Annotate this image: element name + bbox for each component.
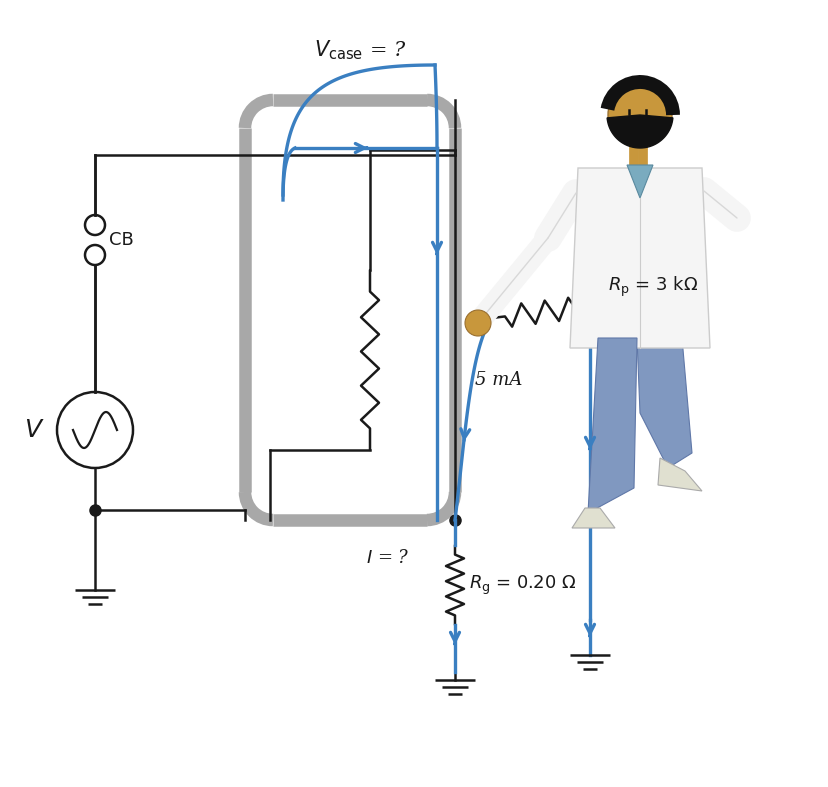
Polygon shape bbox=[587, 338, 636, 513]
Polygon shape bbox=[657, 458, 701, 491]
Polygon shape bbox=[571, 508, 614, 528]
Polygon shape bbox=[606, 115, 672, 148]
Circle shape bbox=[465, 310, 490, 336]
Text: $R_{\rm p}$ = 3 kΩ: $R_{\rm p}$ = 3 kΩ bbox=[607, 275, 697, 299]
Polygon shape bbox=[570, 168, 709, 348]
Polygon shape bbox=[636, 338, 691, 468]
Text: CB: CB bbox=[108, 231, 133, 249]
Text: 5 mA: 5 mA bbox=[474, 371, 522, 389]
Text: $V_{\rm case}$ = ?: $V_{\rm case}$ = ? bbox=[313, 39, 406, 62]
Text: $R_{\rm g}$ = 0.20 Ω: $R_{\rm g}$ = 0.20 Ω bbox=[469, 574, 575, 597]
Polygon shape bbox=[626, 165, 652, 198]
Text: V: V bbox=[24, 418, 41, 442]
Text: $I$ = ?: $I$ = ? bbox=[366, 549, 409, 567]
Circle shape bbox=[607, 83, 672, 147]
